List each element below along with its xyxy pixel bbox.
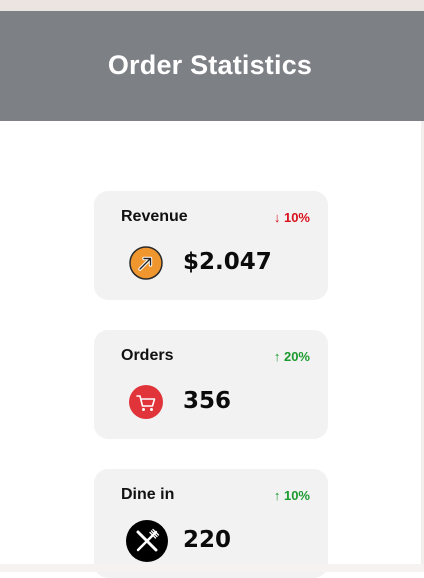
header-bar: Order Statistics (0, 11, 424, 121)
trend-badge: ↑ 10% (273, 488, 310, 503)
cart-icon (129, 385, 163, 419)
fork-knife-icon (126, 520, 168, 562)
page-title: Order Statistics (107, 49, 313, 80)
card-value: 220 (183, 527, 232, 553)
stat-card-dine-in: Dine in ↑ 10% 220 (94, 469, 328, 578)
card-value: $2.047 (183, 249, 272, 275)
revenue-arrow-icon (129, 246, 163, 280)
trend-badge: ↑ 20% (273, 349, 310, 364)
bottom-strip (0, 564, 424, 572)
stat-card-orders: Orders ↑ 20% 356 (94, 330, 328, 439)
stat-card-revenue: Revenue ↓ 10% $2.047 (94, 191, 328, 300)
card-value: 356 (183, 388, 232, 414)
card-label: Orders (121, 347, 174, 364)
card-label: Dine in (121, 486, 175, 503)
card-label: Revenue (121, 208, 188, 225)
top-strip (0, 0, 424, 11)
right-edge (421, 121, 424, 572)
trend-badge: ↓ 10% (273, 210, 310, 225)
